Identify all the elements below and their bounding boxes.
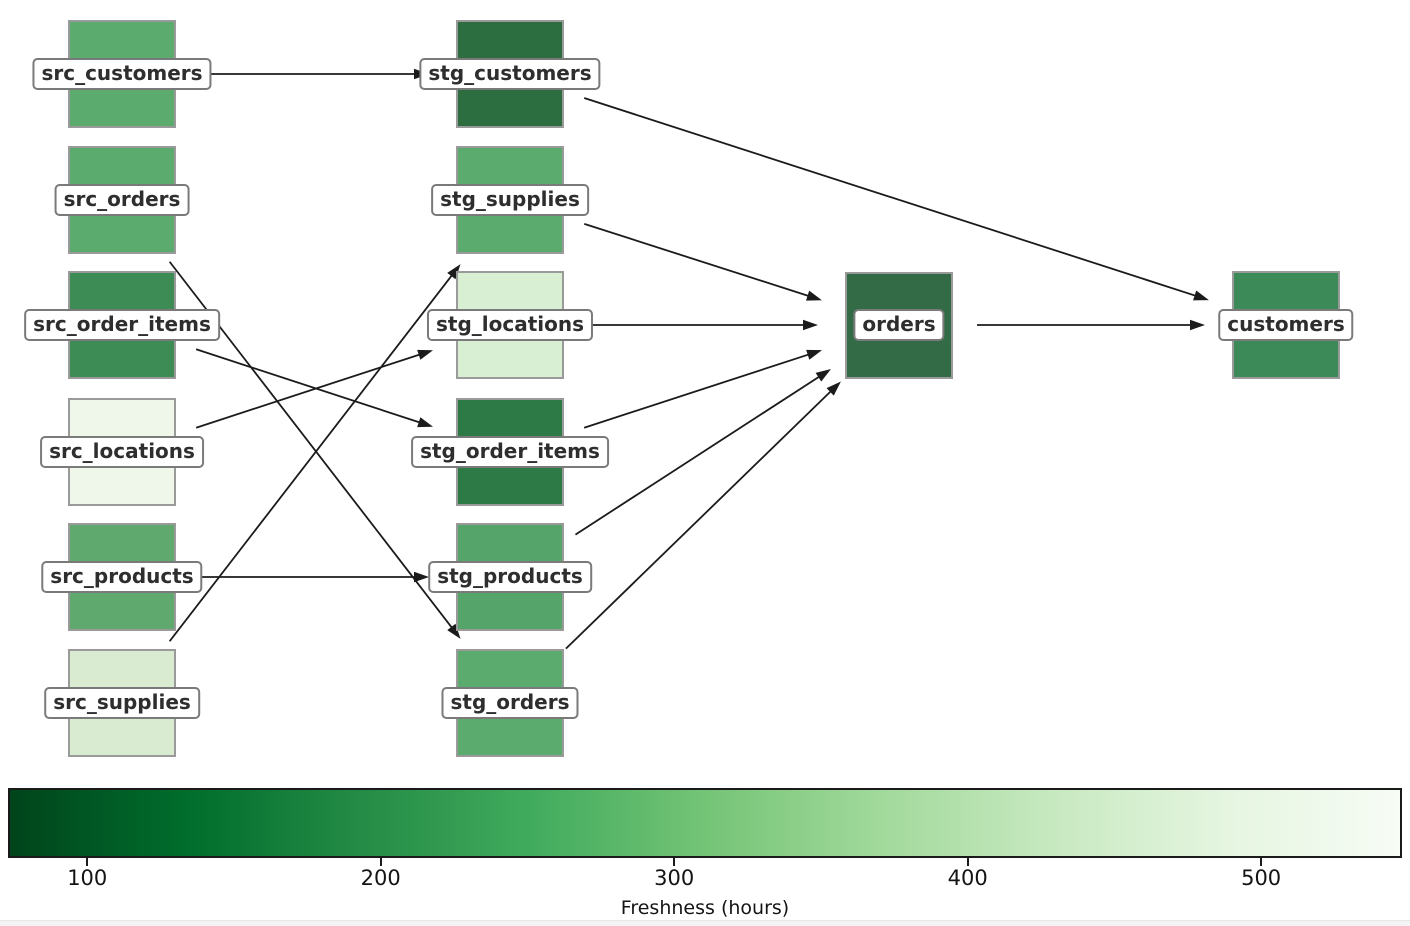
edge-line [195,348,423,425]
colorbar-tick-mark [673,858,676,866]
colorbar-gradient [8,788,1402,858]
edge-line [583,97,1199,298]
edge-line [195,352,423,429]
arrowhead-icon [1193,290,1209,301]
arrowhead-icon [414,571,429,583]
colorbar-tick-label: 200 [360,866,401,890]
edge-src_locations-to-stg_locations [195,349,434,429]
node-label-stg_order_items: stg_order_items [411,436,609,468]
colorbar-tick-label: 400 [947,866,988,890]
colorbar-tick-label: 300 [654,866,695,890]
arrowhead-icon [1190,319,1205,331]
arrowhead-icon [447,623,461,639]
window-bottom-strip [0,920,1410,926]
node-label-src_customers: src_customers [32,58,212,90]
colorbar-tick-mark [379,858,382,866]
arrowhead-icon [417,349,434,360]
arrowhead-icon [417,417,434,428]
node-label-stg_locations: stg_locations [426,309,594,341]
edge-line [574,374,823,536]
colorbar-tick-mark [966,858,969,866]
arrowhead-icon [815,369,832,382]
edge-stg_order_items-to-orders [583,349,822,429]
node-label-src_locations: src_locations [40,436,204,468]
colorbar-tick-mark [1260,858,1263,866]
node-label-src_orders: src_orders [54,184,190,216]
node-label-stg_supplies: stg_supplies [431,184,589,216]
colorbar-tick-mark [86,858,89,866]
edge-line [583,223,812,298]
edge-src_customers-to-stg_customers [200,68,429,80]
edge-stg_products-to-orders [574,369,832,536]
arrowhead-icon [447,264,461,280]
node-label-orders: orders [853,309,945,341]
edge-stg_orders-to-orders [565,381,841,650]
colorbar-axis-label: Freshness (hours) [620,897,790,919]
edge-stg_supplies-to-orders [583,223,822,301]
arrowhead-icon [803,319,818,331]
edge-src_order_items-to-stg_order_items [195,348,434,428]
node-label-src_products: src_products [41,561,203,593]
node-label-customers: customers [1218,309,1354,341]
edge-line [565,388,834,650]
edge-stg_locations-to-orders [588,319,818,331]
node-label-stg_products: stg_products [428,561,592,593]
edge-src_supplies-to-stg_supplies [168,264,461,642]
node-label-stg_customers: stg_customers [419,58,601,90]
node-label-src_order_items: src_order_items [24,309,220,341]
arrowhead-icon [826,381,841,396]
edge-orders-to-customers [977,319,1205,331]
edge-line [168,272,455,642]
edge-stg_customers-to-customers [583,97,1209,301]
edge-line [583,352,812,429]
node-label-src_supplies: src_supplies [44,687,200,719]
arrowhead-icon [806,349,822,360]
arrowhead-icon [806,290,822,301]
colorbar-tick-label: 500 [1241,866,1282,890]
colorbar-tick-label: 100 [67,866,108,890]
node-label-stg_orders: stg_orders [441,687,579,719]
edge-src_products-to-stg_products [200,571,429,583]
